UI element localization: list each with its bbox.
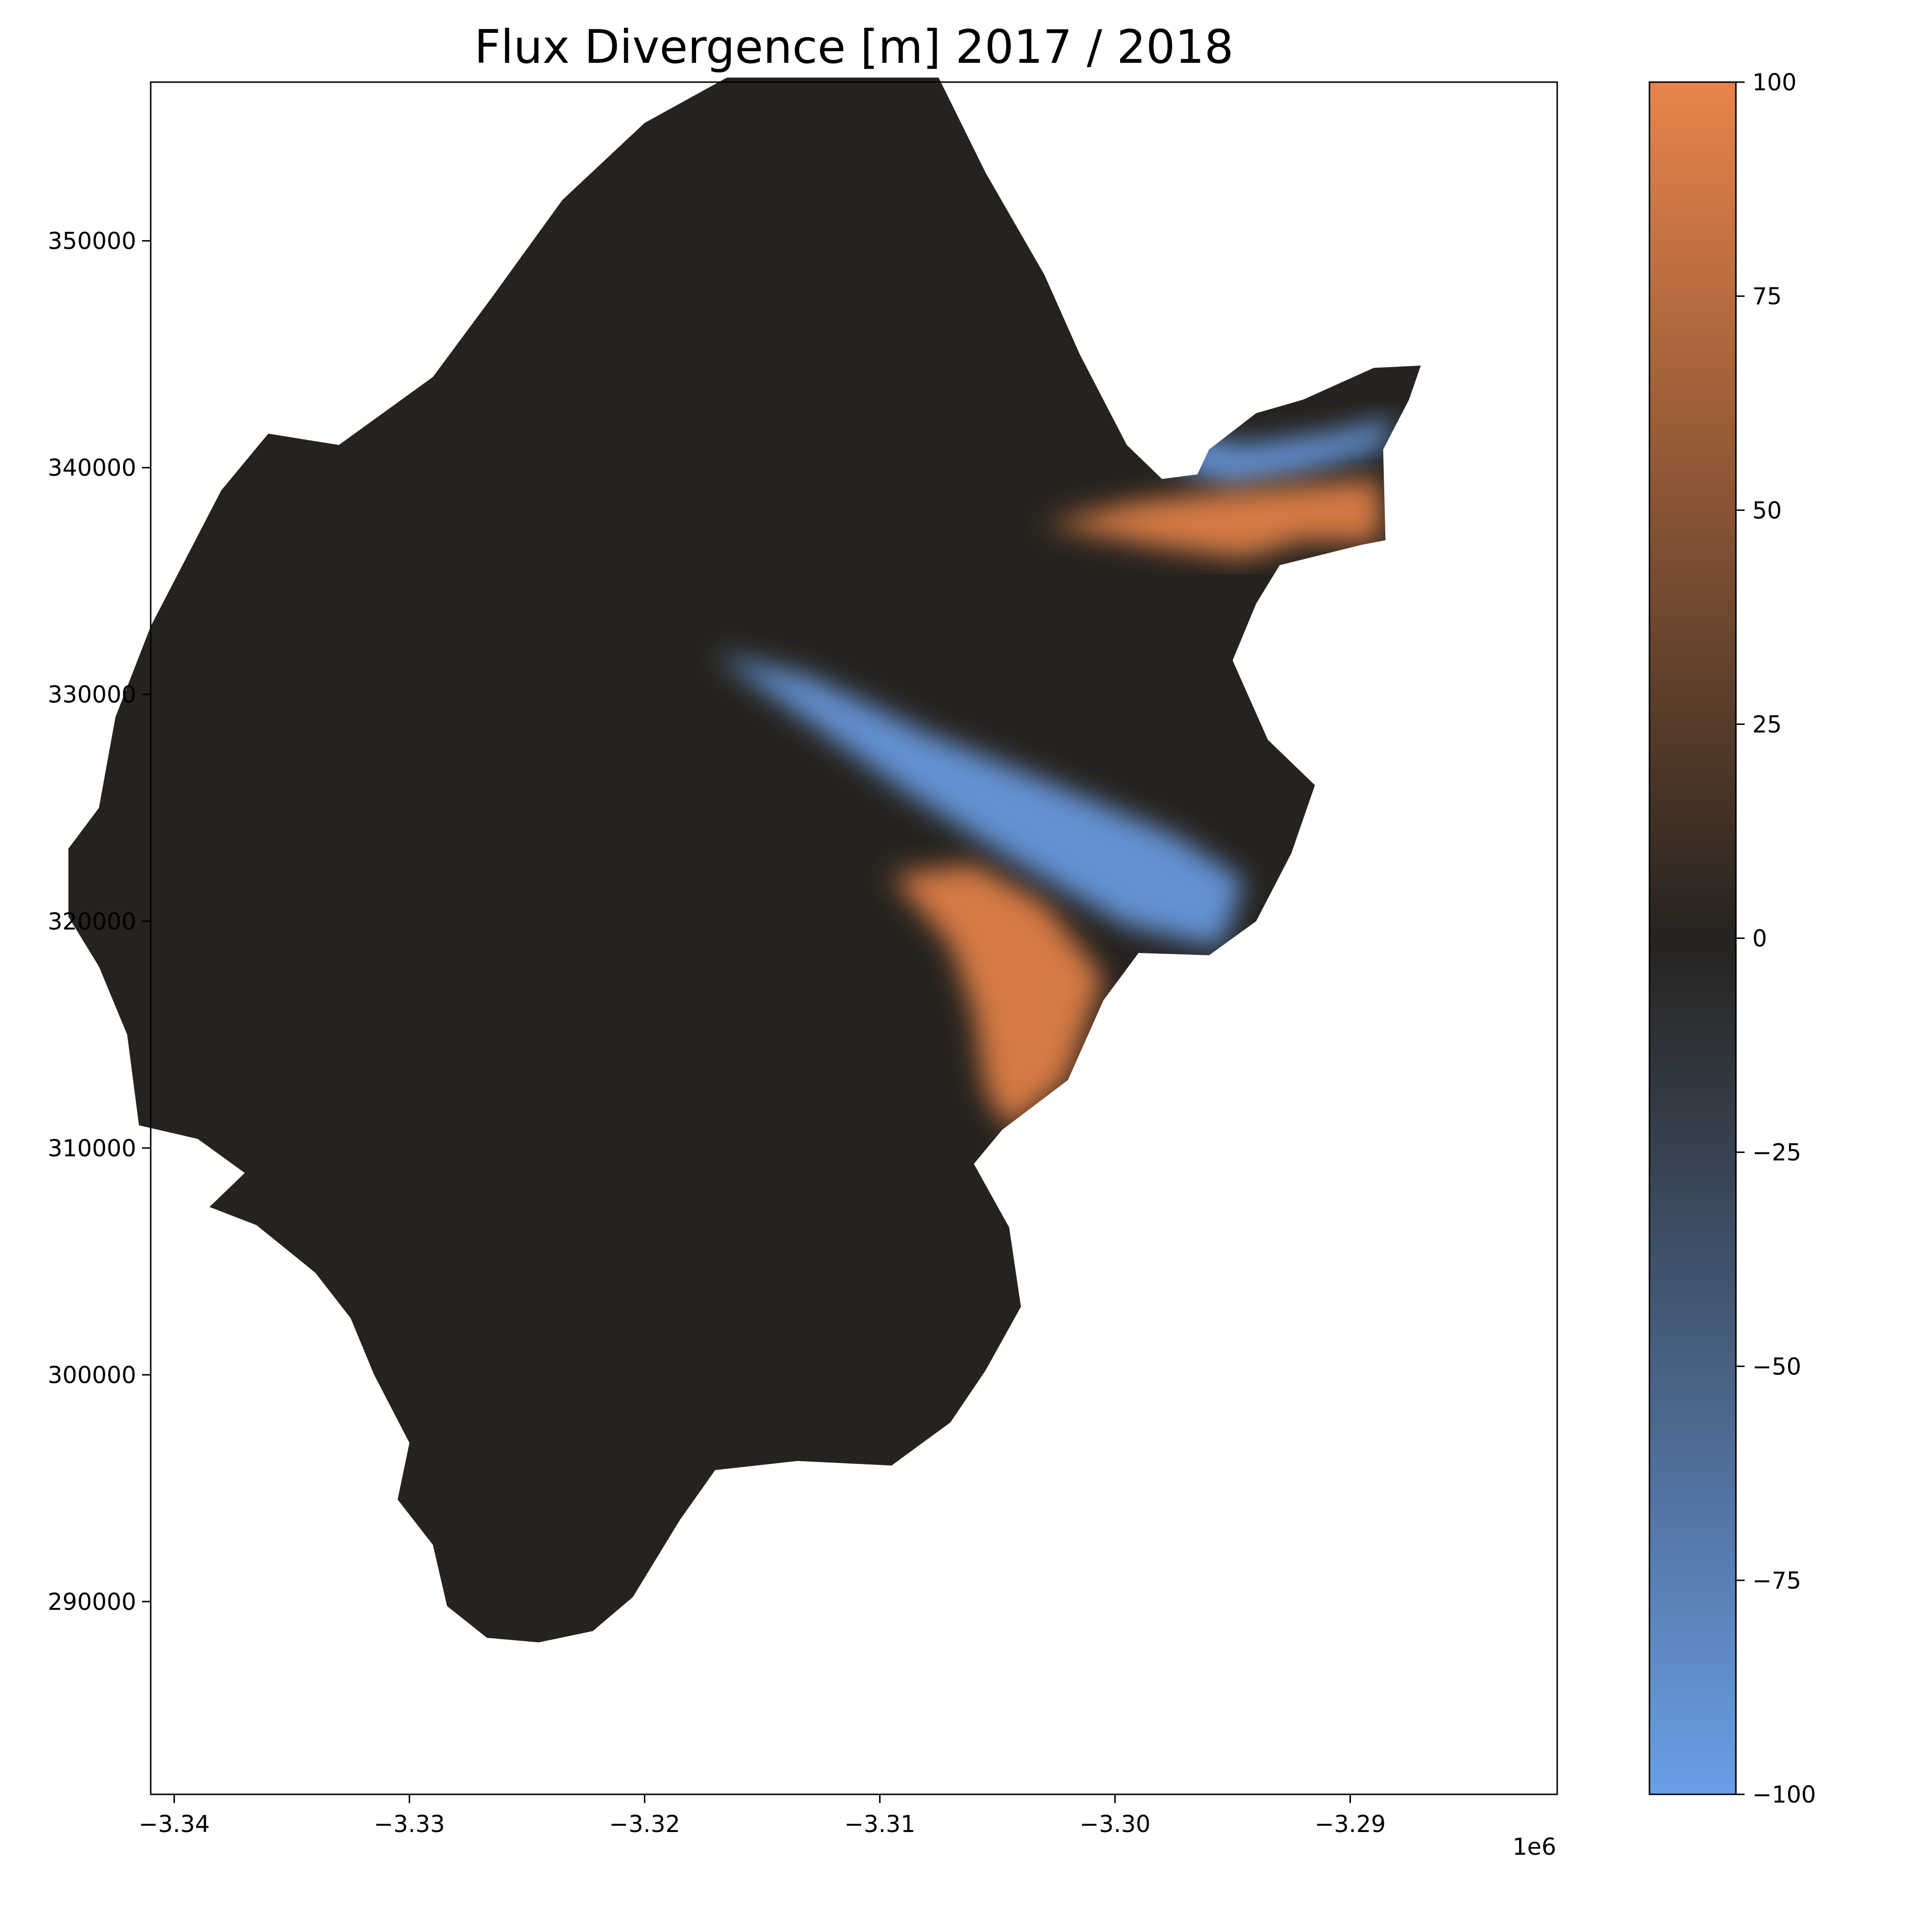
colorbar-tick-label: 25 bbox=[1752, 711, 1782, 738]
heatmap-feature-negative-1 bbox=[715, 653, 1245, 949]
colorbar-tick-label: 75 bbox=[1752, 283, 1782, 310]
heatmap-feature-positive-3 bbox=[1044, 479, 1381, 558]
y-tick-label: 350000 bbox=[48, 228, 136, 255]
y-tick-label: 290000 bbox=[48, 1589, 136, 1616]
colorbar-tick-label: 100 bbox=[1752, 69, 1797, 96]
colorbar-tick-label: −75 bbox=[1752, 1567, 1801, 1594]
x-tick-label: −3.29 bbox=[1315, 1811, 1386, 1838]
colorbar-tick-label: 0 bbox=[1752, 925, 1767, 952]
y-tick-label: 300000 bbox=[48, 1362, 136, 1389]
x-axis: −3.34 −3.33 −3.32 −3.31 −3.30 −3.29 bbox=[139, 1794, 1386, 1838]
glacier-heatmap bbox=[68, 77, 1421, 1643]
y-tick-label: 310000 bbox=[48, 1135, 136, 1162]
y-tick-label: 340000 bbox=[48, 455, 136, 482]
x-tick-label: −3.32 bbox=[609, 1811, 680, 1838]
y-axis: 290000 300000 310000 320000 330000 340000 3500… bbox=[48, 228, 151, 1616]
x-offset-label: 1e6 bbox=[1512, 1833, 1556, 1861]
heatmap-features bbox=[715, 417, 1397, 1130]
heatmap-feature-negative-2 bbox=[1174, 417, 1397, 486]
colorbar-tick-label: 50 bbox=[1752, 497, 1782, 524]
colorbar-tick-label: −25 bbox=[1752, 1139, 1801, 1166]
y-tick-label: 330000 bbox=[48, 682, 136, 709]
colorbar-tick-label: −100 bbox=[1752, 1781, 1816, 1808]
x-tick-label: −3.31 bbox=[844, 1811, 915, 1838]
colorbar-gradient bbox=[1648, 81, 1737, 1795]
plot-frame bbox=[150, 81, 1558, 1795]
x-tick-label: −3.34 bbox=[139, 1811, 210, 1838]
heatmap-feature-positive-0 bbox=[891, 864, 1104, 1130]
colorbar: 100 75 50 25 0 −25 −50 −75 −100 bbox=[1648, 69, 1816, 1808]
colorbar-tick-label: −50 bbox=[1752, 1353, 1801, 1380]
chart-title: Flux Divergence [m] 2017 / 2018 bbox=[474, 21, 1234, 74]
x-tick-label: −3.33 bbox=[374, 1811, 445, 1838]
colorbar-ticks: 100 75 50 25 0 −25 −50 −75 −100 bbox=[1736, 69, 1816, 1808]
y-tick-label: 320000 bbox=[48, 908, 136, 935]
plot-area bbox=[68, 77, 1558, 1795]
x-tick-label: −3.30 bbox=[1080, 1811, 1151, 1838]
